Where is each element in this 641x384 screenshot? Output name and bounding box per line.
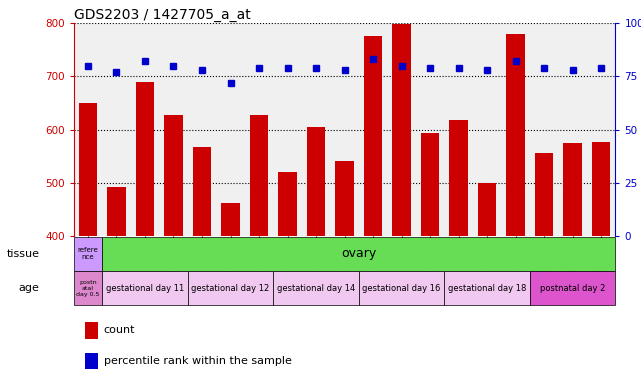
Text: gestational day 16: gestational day 16 [362, 284, 441, 293]
Text: postn
atal
day 0.5: postn atal day 0.5 [76, 280, 99, 297]
Text: refere
nce: refere nce [78, 247, 98, 260]
Text: count: count [103, 325, 135, 335]
Bar [420, 133, 439, 236]
Bar [79, 103, 97, 236]
Text: postnatal day 2: postnatal day 2 [540, 284, 605, 293]
Bar [364, 36, 382, 236]
Bar [273, 271, 359, 305]
Bar [449, 120, 468, 236]
Text: gestational day 11: gestational day 11 [106, 284, 184, 293]
Bar [85, 353, 98, 369]
Text: percentile rank within the sample: percentile rank within the sample [103, 356, 292, 366]
Bar [563, 143, 582, 236]
Text: tissue: tissue [6, 249, 40, 259]
Bar [74, 271, 102, 305]
Text: ovary: ovary [341, 247, 376, 260]
Bar [74, 237, 102, 271]
Bar [359, 271, 444, 305]
Bar [392, 23, 411, 236]
Bar [107, 187, 126, 236]
Bar [535, 153, 553, 236]
Text: age: age [19, 283, 40, 293]
Bar [188, 271, 273, 305]
Text: gestational day 12: gestational day 12 [192, 284, 270, 293]
Bar [85, 322, 98, 339]
Bar [506, 34, 525, 236]
Bar [530, 271, 615, 305]
Bar [478, 183, 496, 236]
Bar [193, 147, 212, 236]
Bar [221, 203, 240, 236]
Bar [335, 161, 354, 236]
Bar [278, 172, 297, 236]
Bar [102, 271, 188, 305]
Text: gestational day 18: gestational day 18 [448, 284, 526, 293]
Bar [592, 142, 610, 236]
Bar [307, 127, 325, 236]
Bar [250, 115, 269, 236]
Text: GDS2203 / 1427705_a_at: GDS2203 / 1427705_a_at [74, 8, 251, 22]
Bar [444, 271, 530, 305]
Bar [136, 82, 154, 236]
Bar [164, 115, 183, 236]
Text: gestational day 14: gestational day 14 [277, 284, 355, 293]
